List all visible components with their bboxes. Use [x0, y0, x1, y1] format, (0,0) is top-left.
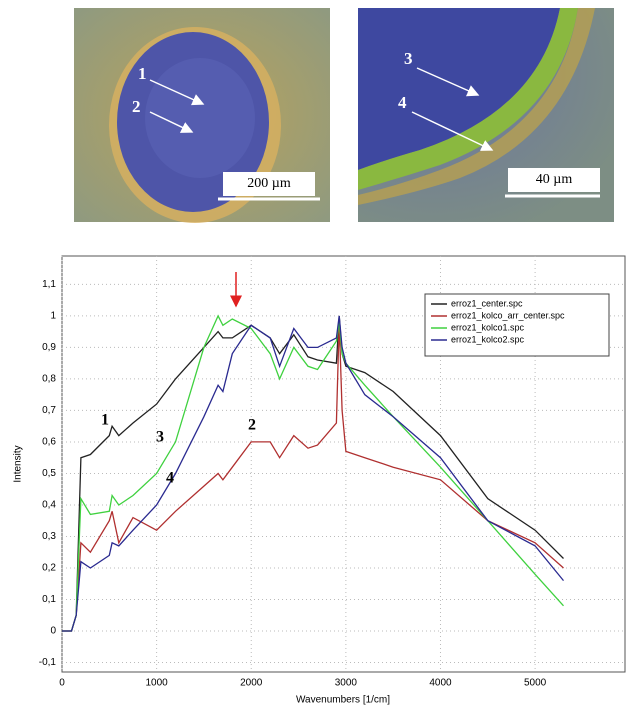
x-tick-label: 0 [59, 678, 65, 689]
x-tick-label: 5000 [524, 678, 547, 689]
y-tick-label: 0,9 [42, 342, 56, 353]
series-line [62, 315, 564, 632]
series-line [62, 315, 565, 632]
y-axis-label: Intensity [13, 445, 24, 482]
legend-label: erroz1_kolco_arr_center.spc [451, 310, 565, 320]
x-tick-label: 2000 [240, 678, 263, 689]
micrograph-label: 3 [404, 49, 413, 68]
annotation: 4 [166, 470, 174, 487]
series-line [62, 314, 564, 632]
scale-bar-label: 40 µm [536, 172, 573, 187]
y-tick-label: 0 [50, 626, 56, 637]
annotation: 3 [156, 429, 164, 446]
micrograph-label: 1 [138, 64, 147, 83]
x-tick-label: 1000 [145, 678, 168, 689]
y-tick-label: 0,2 [42, 563, 56, 574]
micrograph-1: 1 2 200 µm [74, 8, 330, 223]
x-axis-label: Wavenumbers [1/cm] [296, 695, 390, 706]
legend-box [424, 293, 610, 357]
y-tick-label: 0,8 [42, 374, 56, 385]
series-line [62, 322, 564, 632]
annotation: 1 [101, 412, 109, 429]
micrograph-label: 2 [132, 97, 141, 116]
micrograph-label: 4 [398, 93, 407, 112]
legend-label: erroz1_kolco2.spc [451, 334, 525, 344]
x-tick-label: 4000 [429, 678, 452, 689]
y-tick-label: 1 [50, 311, 56, 322]
legend-label: erroz1_kolco1.spc [451, 322, 525, 332]
y-tick-label: 0,1 [42, 594, 56, 605]
legend-label: erroz1_center.spc [451, 298, 523, 308]
annotation: 2 [248, 417, 256, 434]
y-tick-label: 0,4 [42, 500, 56, 511]
y-tick-label: 0,7 [42, 405, 56, 416]
x-tick-label: 3000 [335, 678, 358, 689]
y-tick-label: 0,3 [42, 531, 56, 542]
y-tick-label: -0,1 [39, 657, 57, 668]
y-tick-label: 1,1 [42, 279, 56, 290]
y-tick-label: 0,5 [42, 468, 56, 479]
y-tick-label: 0,6 [42, 437, 56, 448]
scale-bar-label: 200 µm [247, 176, 291, 191]
micrograph-2: 3 4 40 µm [358, 8, 614, 222]
